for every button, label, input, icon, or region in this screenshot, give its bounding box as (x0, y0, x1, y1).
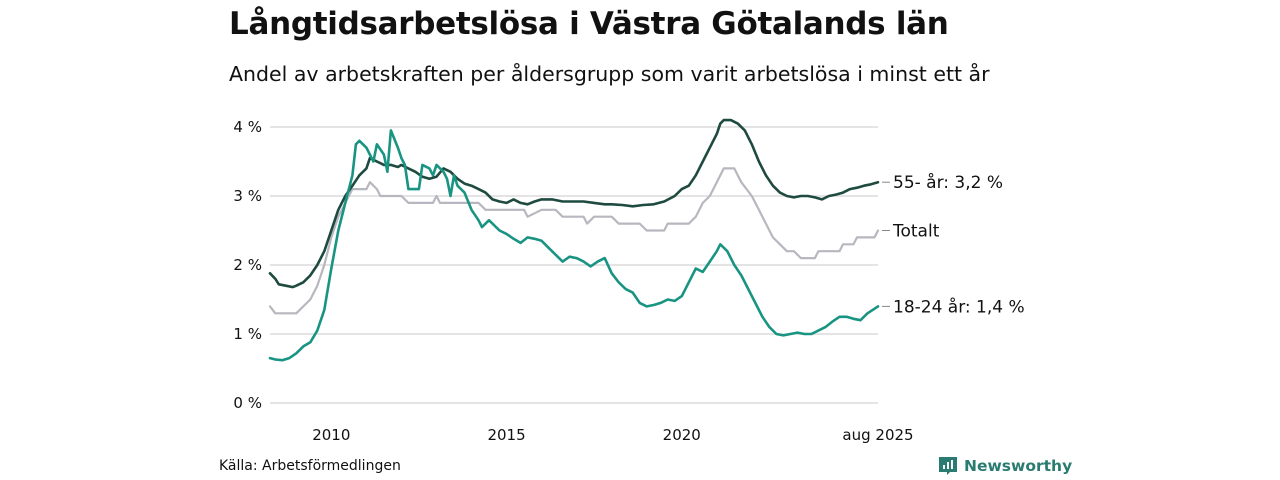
newsworthy-logo-icon (939, 457, 957, 475)
series-line-s1824 (268, 129, 880, 362)
chart-title: Långtidsarbetslösa i Västra Götalands lä… (229, 6, 949, 42)
series-end-label: 18-24 år: 1,4 % (893, 296, 1025, 317)
series-end-label: 55- år: 3,2 % (893, 172, 1003, 193)
y-tick-label: 0 % (233, 394, 262, 412)
source-note: Källa: Arbetsförmedlingen (219, 458, 401, 474)
chart-subtitle: Andel av arbetskraften per åldersgrupp s… (229, 62, 990, 86)
y-tick-label: 3 % (233, 187, 262, 205)
newsworthy-logo[interactable]: Newsworthy (938, 456, 1072, 476)
x-tick-label: 2015 (487, 426, 525, 444)
x-tick-label: aug 2025 (842, 426, 913, 444)
series-line-s55 (268, 118, 880, 289)
newsworthy-logo-text: Newsworthy (964, 457, 1073, 475)
x-tick-label: 2020 (663, 426, 701, 444)
series-end-label: Totalt (892, 222, 940, 242)
series-line-total (268, 167, 880, 315)
y-tick-label: 2 % (233, 256, 262, 274)
y-tick-label: 1 % (233, 325, 262, 343)
y-tick-label: 4 % (233, 118, 262, 136)
x-tick-label: 2010 (312, 426, 350, 444)
